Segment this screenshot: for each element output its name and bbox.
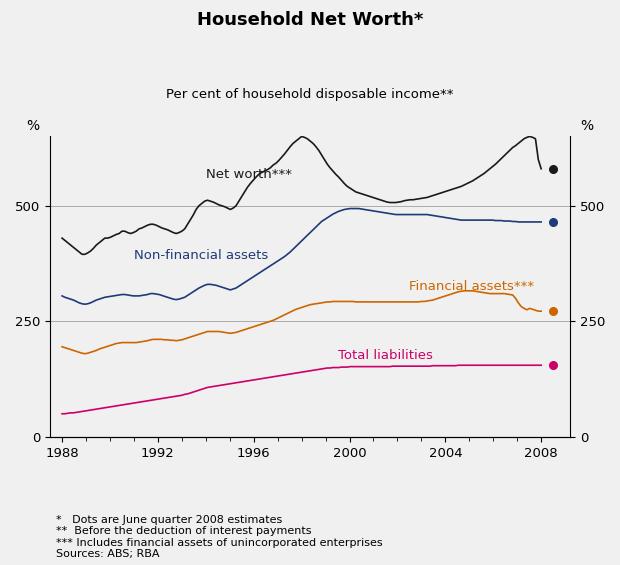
Text: *   Dots are June quarter 2008 estimates
**  Before the deduction of interest pa: * Dots are June quarter 2008 estimates *…: [56, 515, 383, 559]
Text: Non-financial assets: Non-financial assets: [134, 249, 268, 262]
Title: Per cent of household disposable income**: Per cent of household disposable income*…: [166, 88, 454, 101]
Text: Total liabilities: Total liabilities: [337, 349, 432, 362]
Text: Net worth***: Net worth***: [206, 168, 292, 181]
Text: Financial assets***: Financial assets***: [409, 280, 534, 293]
Text: %: %: [580, 119, 593, 133]
Text: %: %: [27, 119, 40, 133]
Text: Household Net Worth*: Household Net Worth*: [197, 11, 423, 29]
